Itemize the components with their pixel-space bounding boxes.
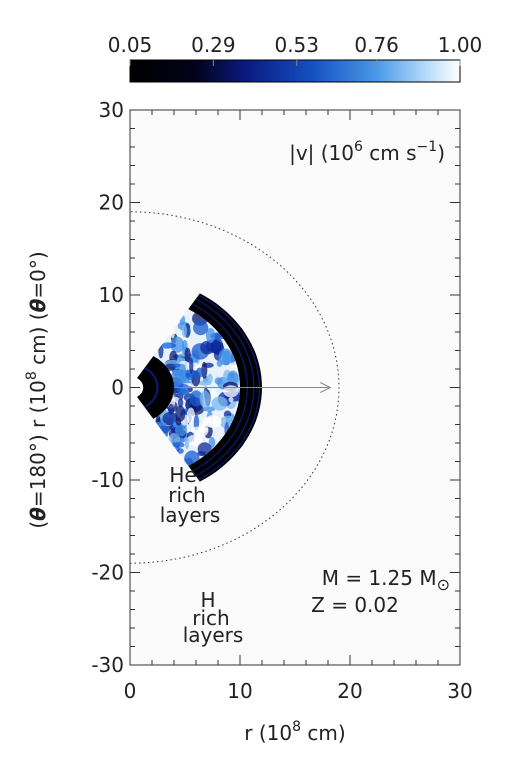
flow-blob xyxy=(171,441,185,448)
flow-blob xyxy=(174,423,188,437)
flow-blob xyxy=(198,380,212,386)
flow-blob xyxy=(218,348,233,366)
h-label: H rich layers xyxy=(183,588,244,647)
colorbar-tick-label: 0.05 xyxy=(108,33,153,57)
y-tick-label: 30 xyxy=(99,98,124,122)
y-tick-label: -30 xyxy=(91,653,124,677)
x-tick-label: 20 xyxy=(337,679,362,703)
flow-blob xyxy=(211,396,228,411)
colorbar-tick-label: 0.53 xyxy=(274,33,319,57)
flow-blob xyxy=(175,405,186,422)
colorbar xyxy=(129,59,461,83)
flow-blob xyxy=(184,437,189,450)
flow-blob xyxy=(177,384,191,396)
boundary-arc xyxy=(129,211,340,564)
flow-blob xyxy=(228,396,234,403)
flow-blob xyxy=(195,367,204,378)
flow-blob xyxy=(161,342,173,349)
flow-blob xyxy=(227,370,239,386)
flow-blob xyxy=(205,327,216,343)
he-label-line: layers xyxy=(160,503,221,527)
flow-blob xyxy=(193,320,209,336)
flow-blob xyxy=(189,357,194,375)
outer-shell xyxy=(188,293,262,482)
h-label-line: layers xyxy=(183,623,244,647)
flow-blob xyxy=(223,385,239,398)
flow-blob xyxy=(203,416,222,428)
convective-zone xyxy=(153,309,240,466)
metallicity-label: Z = 0.02 xyxy=(311,593,399,617)
flow-blob xyxy=(199,390,211,408)
flow-blob xyxy=(207,373,213,384)
flow-blob xyxy=(183,457,194,466)
x-tick-label: 0 xyxy=(124,679,137,703)
flow-blob xyxy=(170,370,186,388)
x-tick-label: 30 xyxy=(447,679,472,703)
annotation: |v| (106 cm s−1) xyxy=(289,139,445,165)
h-label-line: rich xyxy=(192,606,229,630)
y-tick-label: 20 xyxy=(99,191,124,215)
inner-shell xyxy=(137,356,174,419)
y-tick-label: -10 xyxy=(91,468,124,492)
flow-blob xyxy=(181,324,188,338)
colorbar-tick-label: 0.29 xyxy=(191,33,236,57)
flow-blob xyxy=(214,377,222,385)
flow-blob xyxy=(200,340,215,355)
he-label: He rich layers xyxy=(160,463,221,527)
colorbar-tick-label: 0.76 xyxy=(354,33,399,57)
inner-ring xyxy=(144,367,159,408)
x-tick-label: 10 xyxy=(227,679,252,703)
flow-blob xyxy=(186,434,202,446)
flow-blob xyxy=(170,336,185,353)
y-axis-label: (θ=180°) r (108 cm) (θ=0°) xyxy=(24,251,50,528)
y-tick-label: -20 xyxy=(91,561,124,585)
flow-blob xyxy=(172,363,181,368)
flow-blob xyxy=(189,390,203,407)
flow-blob xyxy=(184,347,191,363)
colorbar-tick-label: 1.00 xyxy=(438,33,483,57)
y-tick-label: 10 xyxy=(99,283,124,307)
y-tick-label: 0 xyxy=(111,376,124,400)
flow-blob xyxy=(168,403,175,415)
flow-blob xyxy=(186,373,193,378)
flow-blob xyxy=(202,406,216,412)
he-label-line: rich xyxy=(168,483,205,507)
h-label-line: H xyxy=(200,588,215,612)
flow-blob xyxy=(197,442,212,456)
x-axis-label: r (108 cm) xyxy=(244,719,345,745)
he-label-line: He xyxy=(169,463,196,487)
flow-blob xyxy=(177,398,184,408)
flow-blob xyxy=(190,426,209,434)
arrow-head xyxy=(320,382,332,393)
mass-label: M = 1.25 M⊙ xyxy=(322,566,450,594)
